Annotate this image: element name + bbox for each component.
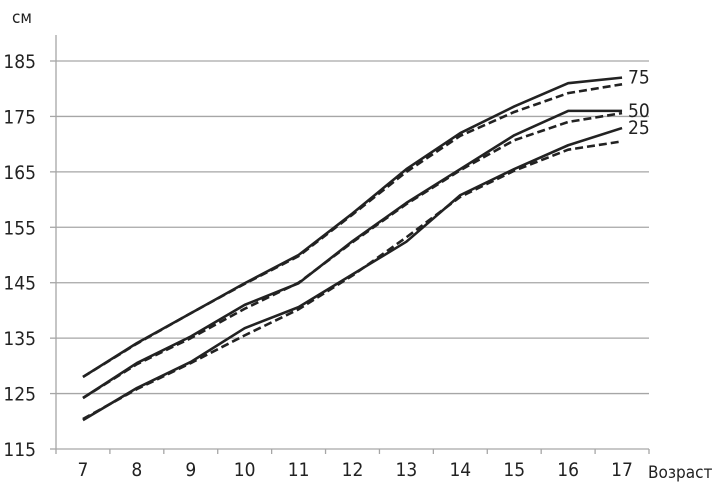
series-line-dashed — [82, 140, 623, 421]
series-label-25: 25 — [628, 117, 650, 139]
x-tick-label: 16 — [557, 459, 579, 481]
y-axis-label: см — [12, 8, 32, 28]
x-tick-label: 11 — [288, 459, 310, 481]
gridlines — [56, 60, 649, 395]
y-tick-label: 185 — [3, 51, 36, 73]
x-tick-label: 10 — [234, 459, 256, 481]
x-tick-label: 8 — [131, 459, 142, 481]
x-tick-label: 13 — [396, 459, 418, 481]
y-tick-label: 155 — [3, 217, 36, 239]
y-tick-label: 165 — [3, 162, 36, 184]
x-tick-label: 12 — [342, 459, 364, 481]
series-lines — [82, 76, 623, 422]
series-line-solid — [82, 109, 623, 400]
series-label-50: 50 — [628, 100, 650, 122]
y-tick-label: 125 — [3, 384, 36, 406]
y-tick-label: 175 — [3, 106, 36, 128]
axes — [50, 35, 650, 454]
series-line-dashed — [82, 111, 623, 400]
y-tick-label: 115 — [3, 439, 36, 461]
x-tick-label: 14 — [449, 459, 471, 481]
x-tick-label: 15 — [503, 459, 525, 481]
x-tick-label: 17 — [611, 459, 633, 481]
tick-labels: 115 125 135 145 155 165 175 185 7 8 9 10 11 12 13 14 15 1… — [3, 51, 649, 481]
series-label-75: 75 — [628, 67, 650, 89]
x-tick-label: 7 — [78, 459, 89, 481]
x-tick-label: 9 — [185, 459, 196, 481]
x-axis-label: Возраст — [648, 463, 712, 483]
y-tick-label: 135 — [3, 328, 36, 350]
y-tick-label: 145 — [3, 273, 36, 295]
series-line-dashed — [82, 82, 623, 379]
